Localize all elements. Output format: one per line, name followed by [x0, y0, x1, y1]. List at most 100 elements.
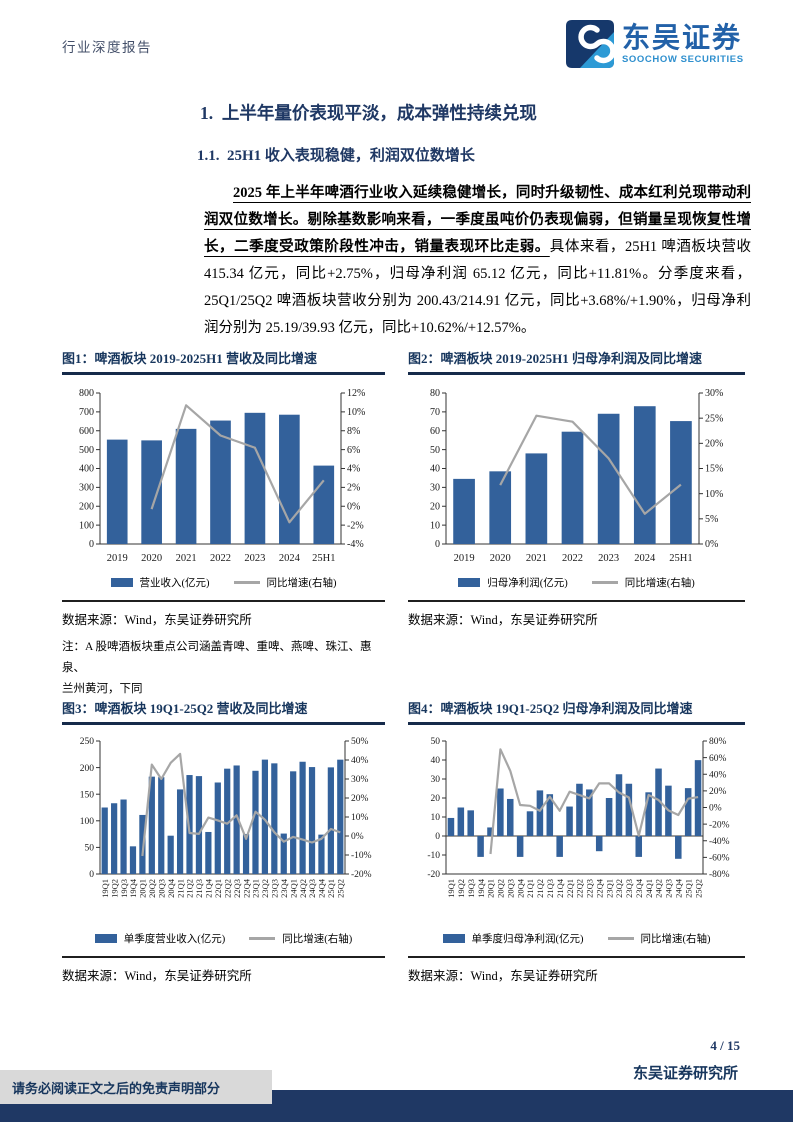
svg-text:100: 100	[79, 520, 94, 531]
svg-text:20Q2: 20Q2	[147, 879, 157, 898]
svg-text:150: 150	[80, 790, 95, 800]
axes: 0 100 200 300 400 500 600 700 800 -4% -2% 0% 2% 4% 6% 8…	[79, 388, 365, 550]
svg-text:60: 60	[430, 426, 440, 437]
figure1-caption: 图1：啤酒板块 2019-2025H1 营收及同比增速	[62, 348, 385, 375]
svg-text:200: 200	[79, 501, 94, 512]
svg-text:19Q4: 19Q4	[476, 878, 486, 898]
figure3-caption: 图3：啤酒板块 19Q1-25Q2 营收及同比增速	[62, 698, 385, 725]
svg-text:22Q1: 22Q1	[565, 879, 575, 898]
bar	[327, 767, 334, 874]
bar	[453, 478, 475, 544]
svg-text:19Q3: 19Q3	[119, 879, 129, 898]
bar	[516, 836, 524, 857]
bar	[167, 835, 174, 874]
svg-text:500: 500	[79, 445, 94, 456]
svg-text:2019: 2019	[454, 553, 475, 564]
svg-text:0%: 0%	[705, 539, 718, 550]
bar	[280, 833, 287, 874]
svg-text:22Q1: 22Q1	[213, 879, 223, 898]
svg-text:2024: 2024	[279, 553, 301, 564]
bar	[467, 810, 474, 836]
bar	[175, 428, 197, 544]
bar	[546, 794, 554, 836]
svg-text:4%: 4%	[347, 464, 360, 475]
bar	[120, 799, 127, 874]
figure2-chart: 0 10 20 30 40 50 60 70 80 0% 5% 10% 15% 20% 25% 30% 2019…	[430, 388, 723, 564]
svg-text:20Q1: 20Q1	[138, 879, 148, 898]
section-title: 1. 上半年量价表现平淡，成本弹性持续兑现	[200, 103, 537, 123]
svg-text:10%: 10%	[705, 489, 723, 500]
figure2-source: 数据来源：Wind，东吴证券研究所	[408, 600, 745, 628]
svg-text:0: 0	[89, 870, 94, 880]
figure1-note: 注：A 股啤酒板块重点公司涵盖青啤、重啤、燕啤、珠江、惠泉、 兰州黄河，下同	[62, 637, 385, 700]
x-axis-labels: 2019 2020 2021 2022 2023 2024 25H1	[107, 553, 336, 564]
svg-text:40: 40	[431, 756, 441, 766]
trend-line	[141, 752, 341, 857]
brand-name-en: SOOCHOW SECURITIES	[622, 53, 744, 65]
svg-text:20%: 20%	[705, 439, 723, 450]
svg-text:20Q3: 20Q3	[156, 879, 166, 898]
brand-text: 东吴证券 SOOCHOW SECURITIES	[622, 23, 744, 65]
bar	[561, 431, 584, 544]
svg-text:21Q4: 21Q4	[204, 878, 214, 898]
svg-text:0%: 0%	[351, 832, 364, 842]
svg-text:-10%: -10%	[351, 851, 372, 861]
svg-text:6%: 6%	[347, 445, 360, 456]
figure4-caption: 图4：啤酒板块 19Q1-25Q2 归母净利润及同比增速	[408, 698, 745, 725]
x-axis-labels: 19Q1 19Q2 19Q3 19Q4 20Q1 20Q2 20Q3 20Q4 21Q1 21Q2…	[100, 878, 346, 898]
svg-text:24Q4: 24Q4	[673, 878, 683, 898]
trend-line	[150, 404, 325, 524]
svg-text:20%: 20%	[709, 787, 727, 797]
bar	[195, 776, 203, 874]
svg-text:0%: 0%	[347, 501, 360, 512]
svg-text:20Q3: 20Q3	[505, 879, 515, 898]
bar	[586, 789, 593, 836]
svg-text:25Q2: 25Q2	[693, 879, 703, 898]
svg-text:80%: 80%	[709, 737, 727, 747]
line-legend-swatch	[591, 581, 618, 584]
bar	[224, 768, 231, 874]
figure3-chart: 0 50 100 150 200 250 -20% -10% 0% 10% 20% 30% 40% 50%…	[80, 737, 372, 898]
svg-text:25H1: 25H1	[669, 553, 692, 564]
bar	[447, 817, 455, 836]
svg-text:30%: 30%	[351, 775, 369, 785]
svg-text:2021: 2021	[176, 553, 197, 564]
svg-text:0: 0	[89, 539, 94, 550]
figure-2: 图2：啤酒板块 2019-2025H1 归母净利润及同比增速 0 10 20 30 40…	[408, 348, 745, 628]
svg-text:0%: 0%	[709, 804, 722, 814]
svg-text:30: 30	[430, 483, 440, 494]
bar	[129, 846, 137, 874]
svg-text:-40%: -40%	[709, 837, 730, 847]
svg-text:600: 600	[79, 426, 94, 437]
svg-text:300: 300	[79, 483, 94, 494]
figure4-source: 数据来源：Wind，东吴证券研究所	[408, 956, 745, 984]
svg-text:12%: 12%	[347, 388, 365, 399]
svg-text:400: 400	[79, 464, 94, 475]
svg-text:2020: 2020	[141, 553, 162, 564]
bar	[141, 440, 162, 544]
svg-text:-60%: -60%	[709, 854, 730, 864]
svg-text:50: 50	[85, 844, 95, 854]
bar	[210, 420, 231, 544]
svg-text:21Q1: 21Q1	[525, 879, 535, 898]
bar	[477, 836, 484, 857]
line-legend-label: 同比增速(右轴)	[266, 578, 337, 589]
svg-text:21Q4: 21Q4	[555, 878, 565, 898]
bar-legend-swatch	[442, 934, 465, 943]
svg-text:19Q3: 19Q3	[466, 879, 476, 898]
bar	[101, 807, 108, 874]
svg-text:23Q2: 23Q2	[260, 879, 270, 898]
svg-text:2021: 2021	[526, 553, 547, 564]
subsection-title: 1.1. 25H1 收入表现稳健，利润双位数增长	[197, 148, 475, 164]
svg-text:2022: 2022	[562, 553, 583, 564]
svg-text:0: 0	[435, 539, 440, 550]
figure1-note-line1: 注：A 股啤酒板块重点公司涵盖青啤、重啤、燕啤、珠江、惠泉、	[62, 641, 372, 674]
bar-legend-label: 归母净利润(亿元)	[487, 578, 568, 589]
figure2-caption: 图2：啤酒板块 2019-2025H1 归母净利润及同比增速	[408, 348, 745, 375]
brand-logo-icon	[566, 20, 614, 68]
figure1-note-line2: 兰州黄河，下同	[62, 683, 143, 695]
paragraph-rest: 具体来看，25H1 啤酒板块营收 415.34 亿元，同比+2.75%，归母净利…	[204, 239, 751, 336]
svg-text:22Q2: 22Q2	[575, 879, 585, 898]
bar	[252, 770, 259, 874]
